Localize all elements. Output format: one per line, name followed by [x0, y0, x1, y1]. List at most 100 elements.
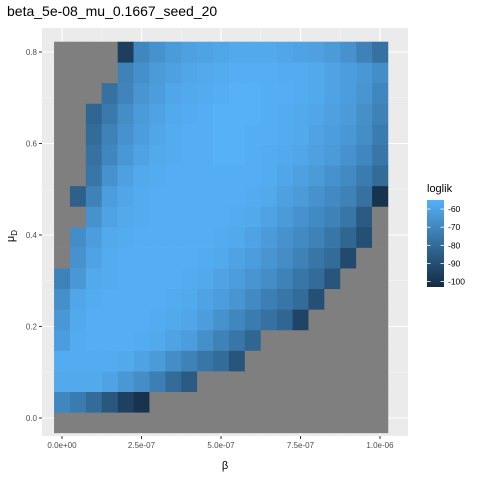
- heatmap-cell: [165, 144, 182, 166]
- heatmap-cell: [85, 41, 103, 63]
- heatmap-cell: [292, 124, 309, 145]
- heatmap-cell: [117, 62, 134, 84]
- heatmap-cell: [244, 124, 262, 145]
- heatmap-cell: [308, 309, 325, 331]
- heatmap-cell: [149, 309, 166, 331]
- heatmap-cell: [197, 268, 214, 290]
- legend-ticks: -60 -70 -80 -90 -100: [427, 204, 465, 287]
- heatmap-cell: [117, 165, 134, 187]
- heatmap-cell: [149, 288, 166, 310]
- heatmap-cell: [308, 103, 325, 125]
- heatmap-cell: [260, 391, 277, 413]
- heatmap-cell: [340, 144, 357, 166]
- heatmap-cell: [260, 288, 277, 310]
- heatmap-cell: [213, 41, 230, 63]
- heatmap-cell: [372, 350, 389, 372]
- heatmap-cell: [197, 288, 214, 310]
- heatmap-cell: [228, 288, 246, 310]
- heatmap-cell: [213, 309, 230, 331]
- heatmap-cell: [165, 329, 182, 351]
- heatmap-cell: [308, 350, 325, 372]
- heatmap-cell: [372, 226, 389, 248]
- x-tick-label: 2.5e-07: [128, 441, 156, 450]
- heatmap-cell: [340, 309, 357, 331]
- heatmap-cell: [69, 165, 87, 187]
- heatmap-cell: [292, 247, 309, 269]
- heatmap-cell: [101, 412, 118, 434]
- heatmap-cell: [133, 62, 150, 84]
- heatmap-cell: [213, 124, 230, 145]
- heatmap-cell: [181, 82, 198, 104]
- heatmap-cell: [356, 82, 373, 104]
- heatmap-cell: [308, 268, 325, 290]
- heatmap-cell: [213, 103, 230, 125]
- heatmap-cell: [213, 62, 230, 84]
- heatmap-cell: [308, 82, 325, 104]
- heatmap-cell: [54, 144, 71, 166]
- heatmap-cell: [276, 371, 293, 392]
- heatmap-cell: [117, 247, 134, 269]
- heatmap-cell: [213, 144, 230, 166]
- heatmap-cell: [85, 247, 103, 269]
- heatmap-cell: [54, 329, 71, 351]
- heatmap-cell: [244, 309, 262, 331]
- heatmap-cell: [133, 124, 150, 145]
- heatmap-cell: [181, 288, 198, 310]
- heatmap-cell: [244, 268, 262, 290]
- heatmap-cell: [244, 82, 262, 104]
- heatmap-cell: [197, 144, 214, 166]
- heatmap-cell: [165, 247, 182, 269]
- heatmap-cell: [165, 103, 182, 125]
- heatmap-cell: [228, 165, 246, 187]
- heatmap-cell: [356, 226, 373, 248]
- heatmap-cell: [181, 62, 198, 84]
- heatmap-cell: [324, 371, 341, 392]
- heatmap-cell: [85, 288, 103, 310]
- heatmap-cell: [133, 412, 150, 434]
- heatmap-cell: [308, 144, 325, 166]
- heatmap-cell: [244, 165, 262, 187]
- heatmap-cell: [260, 226, 277, 248]
- heatmap-cell: [54, 350, 71, 372]
- heatmap-cell: [69, 226, 87, 248]
- heatmap-cell: [181, 103, 198, 125]
- heatmap-cell: [101, 226, 118, 248]
- heatmap-cell: [260, 124, 277, 145]
- heatmap-cell: [181, 309, 198, 331]
- heatmap-cell: [308, 185, 325, 207]
- heatmap-cell: [149, 206, 166, 228]
- heatmap-cell: [69, 144, 87, 166]
- heatmap-cell: [228, 103, 246, 125]
- heatmap-cell: [324, 144, 341, 166]
- heatmap-cell: [372, 329, 389, 351]
- heatmap-cell: [54, 268, 71, 290]
- heatmap-cell: [117, 412, 134, 434]
- heatmap-cell: [244, 288, 262, 310]
- heatmap-cell: [228, 247, 246, 269]
- heatmap-cell: [149, 350, 166, 372]
- heatmap-cell: [85, 268, 103, 290]
- heatmap-cell: [324, 350, 341, 372]
- heatmap-cell: [85, 103, 103, 125]
- heatmap-cell: [54, 247, 71, 269]
- legend-label: -90: [448, 258, 461, 268]
- heatmap-cell: [101, 41, 118, 63]
- y-tick-label: 0.0: [26, 414, 38, 423]
- heatmap-cell: [54, 62, 71, 84]
- heatmap-cell: [292, 309, 309, 331]
- heatmap-cell: [228, 309, 246, 331]
- heatmap-cell: [213, 247, 230, 269]
- heatmap-cell: [101, 350, 118, 372]
- heatmap-cell: [165, 391, 182, 413]
- heatmap-cell: [340, 165, 357, 187]
- heatmap-cell: [213, 412, 230, 434]
- heatmap-cell: [276, 226, 293, 248]
- heatmap-cell: [324, 391, 341, 413]
- heatmap-cell: [276, 206, 293, 228]
- heatmap-cell: [340, 82, 357, 104]
- heatmap-cell: [54, 288, 71, 310]
- y-axis: 0.0 0.2 0.4 0.6 0.8: [26, 48, 42, 423]
- heatmap-cell: [244, 206, 262, 228]
- heatmap-cell: [324, 226, 341, 248]
- legend-title: loglik: [427, 183, 453, 195]
